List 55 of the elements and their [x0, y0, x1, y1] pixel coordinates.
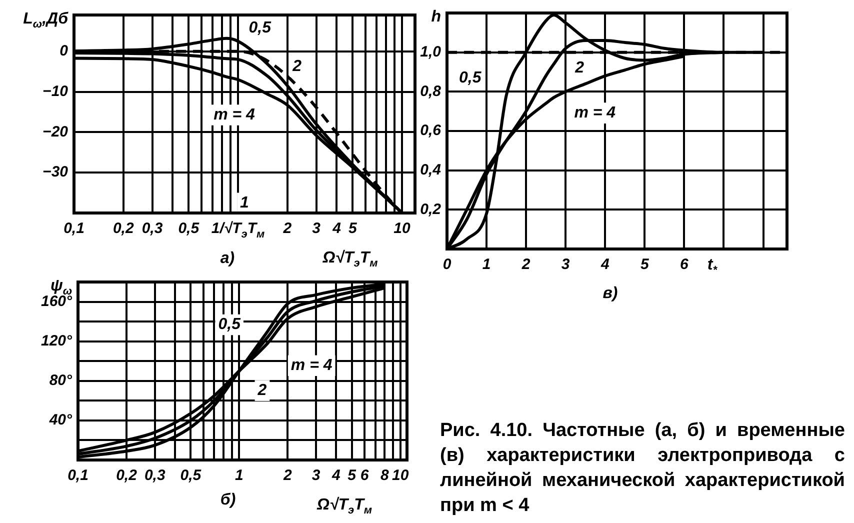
y-tick-label: 1,0 — [420, 43, 442, 60]
text: Рис. 4.10. Частотные (а, б) и временные (в) характеристики электропривода с линейной механической характеристикой при m < 4 — [440, 419, 845, 518]
y-tick-label: 120° — [40, 332, 73, 350]
y-tick-label: 40° — [48, 412, 73, 429]
y-tick-label: 0,2 — [420, 200, 442, 218]
x-tick-label: 4 — [332, 220, 342, 238]
annotation: 2 — [574, 59, 584, 76]
x-tick-label: 10 — [394, 220, 412, 238]
annotation: 0,5 — [218, 316, 242, 334]
y-axis-title: h — [431, 8, 442, 26]
annotation: 1 — [240, 194, 250, 212]
x-tick-label: 0,1 — [68, 467, 88, 484]
x-tick-label: 3 — [312, 467, 321, 484]
x-tick-label: 0,2 — [116, 467, 138, 484]
x-tick-label: 3 — [561, 256, 570, 274]
x-tick-label: 0,5 — [180, 467, 202, 484]
annotation: m = 4 — [290, 357, 332, 374]
y-tick-label: 80° — [49, 372, 73, 390]
y-tick-label: 0,4 — [420, 161, 442, 178]
x-tick-label: 2 — [282, 467, 293, 484]
x-tick-label: 8 — [380, 467, 390, 484]
x-tick-label: 4 — [331, 467, 342, 484]
x-tick-label: 0,2 — [112, 220, 134, 238]
x-tick-label: 6 — [680, 256, 690, 274]
text: а) — [220, 250, 235, 267]
annotation: 2 — [256, 382, 267, 399]
y-tick-label: −20 — [42, 123, 69, 140]
x-axis-title: t* — [707, 256, 718, 277]
x-tick-label: 0,1 — [64, 220, 84, 238]
annotation: m = 4 — [574, 104, 616, 122]
x-tick-label: 5 — [348, 220, 358, 238]
x-tick-label: 5 — [640, 256, 650, 274]
y-tick-label: 0 — [60, 42, 69, 60]
x-tick-label: 0,3 — [144, 467, 166, 484]
y-tick-label: 0,8 — [420, 82, 442, 100]
y-tick-label: −10 — [42, 82, 69, 100]
text: в) — [602, 285, 618, 302]
x-tick-label: 4 — [600, 256, 610, 274]
x-tick-label: 2 — [520, 256, 531, 274]
annotation: m = 4 — [214, 106, 256, 124]
x-tick-label: 2 — [282, 220, 292, 238]
x-tick-label: 0,3 — [142, 220, 164, 238]
annotation: 0,5 — [459, 69, 482, 86]
x-tick-label: 1 — [482, 256, 491, 274]
x-tick-label: 3 — [312, 220, 322, 238]
x-tick-label: 0,5 — [178, 220, 200, 238]
annotation: 0,5 — [248, 19, 272, 36]
annotation: 2 — [292, 58, 302, 75]
y-tick-label: 0,6 — [420, 122, 442, 140]
x-tick-label: 1 — [234, 467, 244, 484]
x-tick-label: 5 — [348, 467, 357, 484]
x-tick-label: 10 — [392, 467, 410, 484]
text: б) — [220, 491, 236, 508]
x-tick-label: 6 — [360, 467, 370, 484]
y-tick-label: −30 — [42, 164, 69, 181]
